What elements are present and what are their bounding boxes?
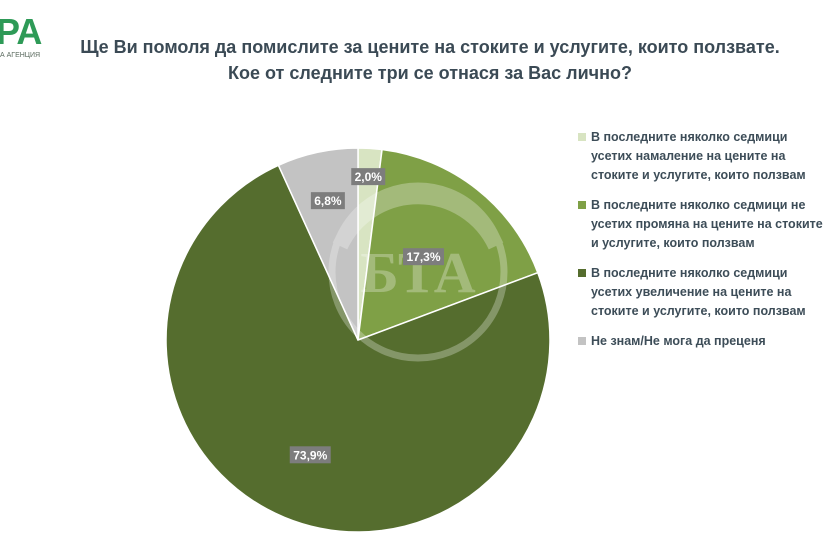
slice-label-2: 17,3% <box>403 248 445 266</box>
chart-title-line-1: Ще Ви помоля да помислите за цените на с… <box>80 37 780 57</box>
slice-label-bg <box>403 248 445 266</box>
slice-labels: 2,0% 17,3% 73,9% 6,8% <box>289 168 445 464</box>
slice-label-3: 73,9% <box>289 446 331 464</box>
slice-label-1: 2,0% <box>351 168 386 186</box>
pie-slices <box>165 147 551 533</box>
legend-swatch <box>578 269 586 277</box>
pie-slice-3 <box>165 164 551 533</box>
legend-swatch <box>578 133 586 141</box>
legend-swatch <box>578 201 586 209</box>
pie-slice-2 <box>357 148 539 342</box>
chart-title-line-2: Кое от следните три се отнася за Вас лич… <box>228 63 632 83</box>
bta-watermark: БТА <box>328 182 508 362</box>
svg-text:6,8%: 6,8% <box>314 194 342 208</box>
svg-text:2,0%: 2,0% <box>355 170 383 184</box>
legend-swatch <box>578 337 586 345</box>
legend-label: Не знам/Не мога да преценя <box>591 334 766 348</box>
legend-item-2: В последните няколко седмици не усетих п… <box>578 196 828 253</box>
slice-label-bg <box>310 192 345 210</box>
legend-item-1: В последните няколко седмици усетих нама… <box>578 128 828 185</box>
chart-legend: В последните няколко седмици усетих нама… <box>578 128 828 362</box>
legend-label: В последните няколко седмици усетих увел… <box>591 266 806 318</box>
legend-item-4: Не знам/Не мога да преценя <box>578 332 828 351</box>
svg-text:17,3%: 17,3% <box>406 250 440 264</box>
legend-label: В последните няколко седмици усетих нама… <box>591 130 806 182</box>
slice-label-4: 6,8% <box>310 192 345 210</box>
legend-label: В последните няколко седмици не усетих п… <box>591 198 823 250</box>
slice-label-bg <box>351 168 386 186</box>
legend-item-3: В последните няколко седмици усетих увел… <box>578 264 828 321</box>
chart-title: Ще Ви помоля да помислите за цените на с… <box>60 34 800 86</box>
brand-logo: PA А АГЕНЦИЯ <box>0 14 48 64</box>
logo-mark: PA <box>0 14 42 52</box>
svg-text:73,9%: 73,9% <box>293 448 327 462</box>
logo-subtext: А АГЕНЦИЯ <box>0 52 41 59</box>
slice-label-bg <box>289 446 331 464</box>
